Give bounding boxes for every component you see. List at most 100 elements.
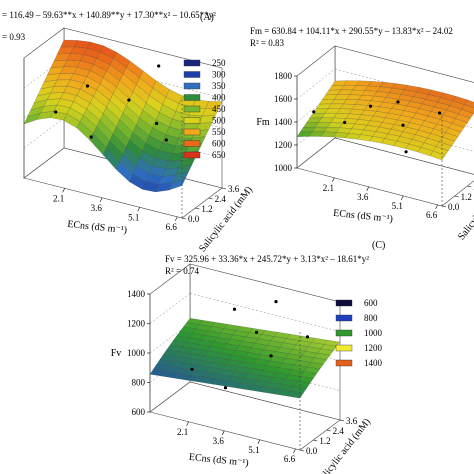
x-tick-label: 5.1 — [248, 445, 259, 455]
x-tick-label: 6.6 — [284, 454, 296, 464]
legend-swatch — [335, 359, 353, 367]
legend-label: 500 — [212, 116, 226, 126]
legend-label: 1200 — [364, 343, 383, 353]
x-tick-mark — [99, 197, 103, 202]
y-tick-mark — [181, 217, 187, 220]
x-tick-label: 2.1 — [177, 427, 188, 437]
data-point — [190, 367, 194, 371]
legend-swatch — [335, 344, 353, 352]
y-tick-label: 1.2 — [461, 192, 472, 202]
x-tick-mark — [400, 195, 404, 200]
x-tick-mark — [62, 188, 65, 193]
y-tick-mark — [441, 205, 447, 208]
x-tick-mark — [186, 421, 189, 426]
legend-label: 600 — [212, 139, 226, 149]
x-axis-label: ECns (dS m⁻¹) — [188, 452, 249, 469]
panel-label: (A) — [200, 12, 214, 23]
panel-c — [147, 263, 353, 453]
surface-cell — [429, 150, 446, 161]
floor — [296, 137, 474, 207]
y-tick-label: 0.0 — [448, 202, 460, 212]
x-tick-label: 5.1 — [392, 201, 403, 211]
x-tick-mark — [221, 430, 225, 435]
z-tick-label: 1000 — [274, 163, 293, 173]
y-tick-mark — [313, 439, 318, 442]
y-tick-mark — [339, 419, 345, 422]
panel-label: (C) — [372, 240, 385, 251]
z-tick-label: 1800 — [274, 71, 293, 81]
x-tick-mark — [366, 186, 370, 191]
z-tick-label: 1000 — [127, 348, 146, 358]
legend-swatch — [183, 82, 201, 90]
regression-equation: = 116.49 – 59.63**x + 140.89**y + 17.30*… — [2, 10, 216, 20]
y-tick-mark — [195, 207, 200, 210]
x-tick-label: 3.6 — [357, 192, 369, 202]
data-point — [438, 111, 442, 115]
y-tick-mark — [467, 185, 472, 188]
x-tick-mark — [293, 448, 296, 453]
z-tick-label: 1200 — [274, 140, 293, 150]
legend-swatch — [183, 94, 201, 101]
legend-swatch — [183, 151, 201, 159]
data-point — [396, 100, 400, 104]
x-tick-mark — [174, 216, 178, 221]
data-point — [404, 150, 408, 154]
y-tick-label: 2.4 — [215, 194, 227, 204]
legend-swatch — [335, 299, 353, 307]
y-tick-label: 2.4 — [333, 426, 345, 436]
legend-label: 250 — [212, 58, 226, 68]
x-tick-label: 6.6 — [426, 210, 438, 220]
legend-swatch — [183, 71, 201, 78]
data-point — [401, 123, 405, 127]
wall-gridline — [296, 68, 336, 100]
r-squared: R² = 0.74 — [165, 266, 200, 276]
surface-cell — [168, 178, 186, 191]
regression-equation: Fv = 325.96 + 33.36*x + 245.72*y + 3.13*… — [165, 254, 369, 264]
y-tick-mark — [454, 195, 459, 198]
x-tick-mark — [332, 177, 335, 182]
data-point — [269, 354, 273, 358]
x-tick-label: 2.1 — [323, 183, 334, 193]
data-point — [254, 330, 259, 334]
z-axis-label: Fv — [111, 348, 122, 359]
legend-swatch — [183, 105, 201, 113]
data-point — [343, 120, 347, 125]
y-tick-mark — [326, 429, 331, 432]
legend-swatch — [183, 128, 201, 136]
data-point — [223, 386, 228, 390]
y-tick-mark — [299, 449, 305, 452]
x-tick-mark — [137, 207, 141, 212]
legend-swatch — [335, 329, 353, 337]
r-squared: R² = 0.83 — [250, 38, 285, 48]
legend-label: 1400 — [364, 358, 383, 368]
z-tick-label: 800 — [132, 378, 146, 388]
r-squared: = 0.93 — [2, 32, 26, 42]
y-tick-label: 0.0 — [306, 446, 318, 456]
legend-label: 300 — [212, 70, 226, 80]
y-tick-mark — [221, 187, 227, 190]
x-tick-label: 6.6 — [166, 222, 178, 232]
data-point — [368, 104, 373, 108]
y-tick-label: 3.6 — [228, 184, 240, 194]
z-axis-label: Fm — [256, 117, 270, 128]
x-tick-label: 5.1 — [128, 212, 139, 222]
y-tick-mark — [208, 197, 213, 200]
x-tick-label: 2.1 — [53, 193, 64, 203]
x-axis-label: ECns (dS m⁻¹) — [333, 208, 394, 225]
legend-label: 650 — [212, 150, 226, 160]
y-tick-label: 0.0 — [188, 214, 200, 224]
z-tick-label: 600 — [132, 407, 146, 417]
x-tick-mark — [435, 204, 438, 209]
wall-gridline — [23, 117, 65, 149]
legend-label: 450 — [212, 104, 226, 114]
legend-swatch — [335, 314, 353, 322]
x-tick-mark — [257, 439, 261, 444]
data-point — [54, 110, 58, 114]
data-point — [127, 98, 131, 102]
legend-swatch — [183, 117, 201, 124]
x-axis-label: ECns (dS m⁻¹) — [67, 219, 128, 236]
x-tick-label: 3.6 — [213, 436, 225, 446]
y-tick-label: 1.2 — [201, 204, 212, 214]
legend-swatch — [183, 59, 201, 67]
